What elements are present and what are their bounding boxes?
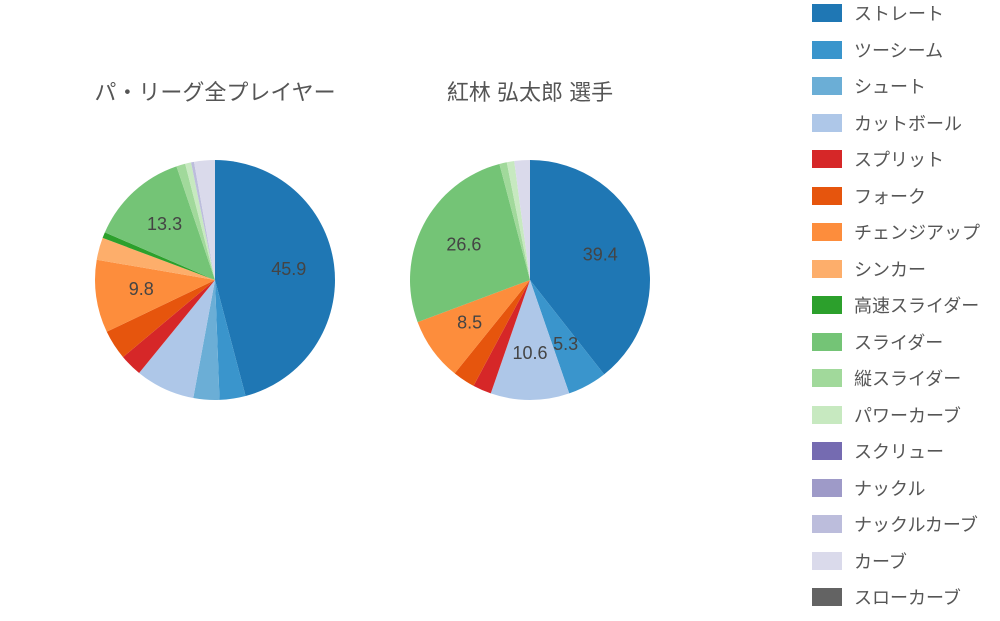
slice-label: 9.8 [129,279,154,299]
legend-item: ナックルカーブ [812,511,980,537]
legend-label: ナックル [854,475,925,501]
legend-label: 縦スライダー [854,365,961,391]
legend: ストレートツーシームシュートカットボールスプリットフォークチェンジアップシンカー… [812,0,980,621]
pie-title: 紅林 弘太郎 選手 [447,80,613,105]
legend-label: スローカーブ [854,584,961,610]
slice-label: 5.3 [553,334,578,354]
legend-swatch [812,41,842,59]
legend-item: スクリュー [812,438,980,464]
legend-swatch [812,187,842,205]
slice-label: 39.4 [583,244,618,264]
legend-swatch [812,552,842,570]
legend-swatch [812,4,842,22]
legend-swatch [812,333,842,351]
legend-label: チェンジアップ [854,219,980,245]
legend-swatch [812,515,842,533]
legend-item: シンカー [812,256,980,282]
legend-label: シンカー [854,256,926,282]
legend-swatch [812,296,842,314]
legend-label: ストレート [854,0,944,26]
legend-swatch [812,588,842,606]
legend-label: カーブ [854,548,907,574]
legend-item: ナックル [812,475,980,501]
slice-label: 26.6 [446,235,481,255]
legend-item: パワーカーブ [812,402,980,428]
pie-title: パ・リーグ全プレイヤー [94,80,335,105]
legend-item: カットボール [812,110,980,136]
legend-item: スライダー [812,329,980,355]
legend-item: ツーシーム [812,37,980,63]
legend-swatch [812,369,842,387]
legend-label: カットボール [854,110,962,136]
legend-label: 高速スライダー [854,292,979,318]
legend-swatch [812,223,842,241]
legend-item: 高速スライダー [812,292,980,318]
legend-label: パワーカーブ [854,402,961,428]
legend-item: チェンジアップ [812,219,980,245]
slice-label: 45.9 [271,259,306,279]
legend-swatch [812,260,842,278]
legend-label: シュート [854,73,926,99]
legend-item: スローカーブ [812,584,980,610]
chart-container: パ・リーグ全プレイヤー 45.9 9.8 13.3 紅林 弘太郎 選手 39.4 5.3 10… [0,0,1000,600]
legend-swatch [812,442,842,460]
slice-label: 13.3 [147,214,182,234]
legend-item: シュート [812,73,980,99]
legend-swatch [812,479,842,497]
legend-item: ストレート [812,0,980,26]
slice-label: 8.5 [457,312,482,332]
legend-item: スプリット [812,146,980,172]
legend-label: スクリュー [854,438,944,464]
legend-item: 縦スライダー [812,365,980,391]
legend-swatch [812,77,842,95]
legend-swatch [812,114,842,132]
legend-swatch [812,406,842,424]
legend-item: カーブ [812,548,980,574]
legend-label: スライダー [854,329,943,355]
legend-label: フォーク [854,183,926,209]
legend-label: ナックルカーブ [854,511,978,537]
legend-label: スプリット [854,146,944,172]
legend-label: ツーシーム [854,37,943,63]
legend-swatch [812,150,842,168]
legend-item: フォーク [812,183,980,209]
slice-label: 10.6 [512,343,547,363]
